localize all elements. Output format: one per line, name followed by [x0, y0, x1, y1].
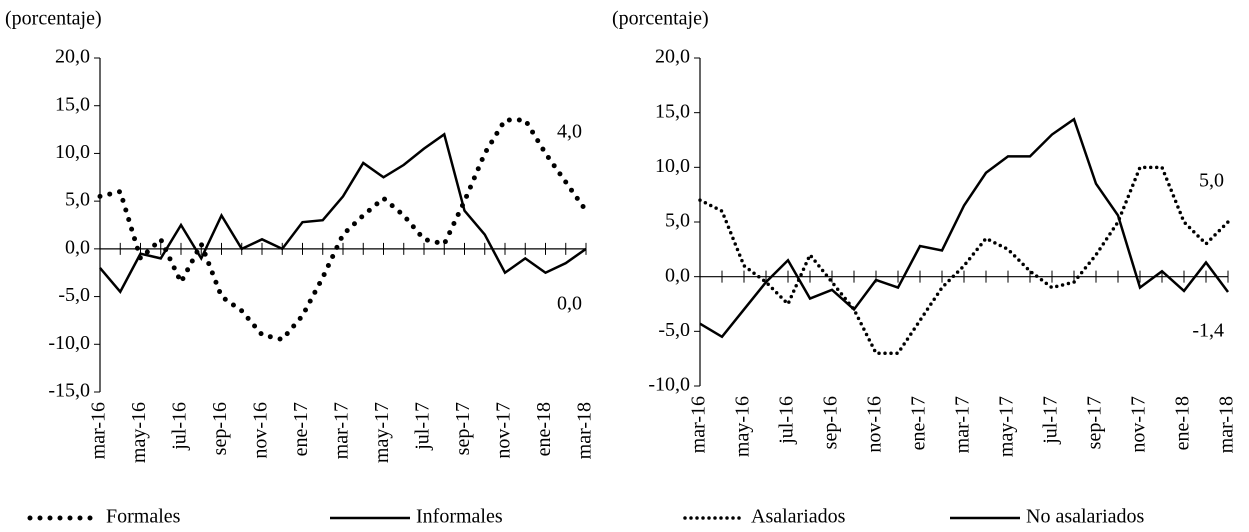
x-tick-label: may-16 — [732, 396, 754, 457]
x-tick-label: may-16 — [128, 402, 150, 463]
x-tick-label: may-17 — [996, 396, 1018, 457]
x-tick-label: jul-17 — [412, 402, 434, 451]
x-tick-label: may-17 — [371, 402, 393, 463]
x-tick-label: nov-17 — [1128, 396, 1150, 453]
x-tick-label: nov-16 — [250, 402, 272, 459]
x-tick-label: nov-17 — [493, 402, 515, 459]
x-tick-label: jul-16 — [776, 396, 798, 445]
value-label: 0,0 — [557, 292, 582, 314]
x-tick-label: mar-18 — [1216, 396, 1238, 453]
series-line — [99, 132, 587, 295]
y-tick-label: 5,0 — [65, 189, 90, 211]
x-tick-label: sep-16 — [209, 402, 231, 455]
value-label: -1,4 — [1192, 320, 1224, 342]
series-line — [97, 117, 589, 343]
value-label: 5,0 — [1199, 170, 1224, 192]
legend-label: No asalariados — [1026, 506, 1145, 528]
y-tick-label: 5,0 — [665, 210, 690, 232]
x-tick-label: jul-16 — [169, 402, 191, 451]
x-tick-label: ene-17 — [908, 396, 930, 450]
x-tick-label: ene-17 — [290, 402, 312, 456]
y-tick-label: -10,0 — [48, 332, 90, 354]
x-tick-label: mar-16 — [688, 396, 710, 453]
x-tick-label: nov-16 — [864, 396, 886, 453]
x-tick-label: sep-17 — [452, 402, 474, 455]
x-tick-label: mar-17 — [331, 402, 353, 459]
y-tick-label: -5,0 — [58, 284, 90, 306]
y-tick-label: 15,0 — [55, 93, 90, 115]
x-tick-label: sep-16 — [820, 396, 842, 449]
x-tick-label: jul-17 — [1040, 396, 1062, 445]
y-tick-label: 0,0 — [665, 264, 690, 286]
x-tick-label: mar-16 — [88, 402, 110, 459]
y-tick-label: 20,0 — [55, 46, 90, 68]
x-tick-label: ene-18 — [1172, 396, 1194, 450]
y-tick-label: 20,0 — [655, 46, 690, 68]
legend-label: Formales — [106, 506, 181, 528]
legend-label: Asalariados — [751, 506, 846, 528]
y-tick-label: 10,0 — [655, 155, 690, 177]
series-line — [698, 165, 1230, 355]
y-tick-label: -5,0 — [658, 319, 690, 341]
x-tick-label: mar-18 — [574, 402, 596, 459]
y-tick-label: 0,0 — [65, 236, 90, 258]
legend-label: Informales — [416, 506, 503, 528]
y-tick-label: -15,0 — [48, 380, 90, 402]
y-tick-label: 10,0 — [55, 141, 90, 163]
y-axis-label: (porcentaje) — [5, 8, 102, 30]
y-tick-label: 15,0 — [655, 100, 690, 122]
x-tick-label: sep-17 — [1084, 396, 1106, 449]
x-tick-label: ene-18 — [533, 402, 555, 456]
value-label: 4,0 — [557, 120, 582, 142]
y-axis-label: (porcentaje) — [612, 8, 709, 30]
y-tick-label: -10,0 — [648, 374, 690, 396]
x-tick-label: mar-17 — [952, 396, 974, 453]
series-line — [699, 117, 1230, 339]
